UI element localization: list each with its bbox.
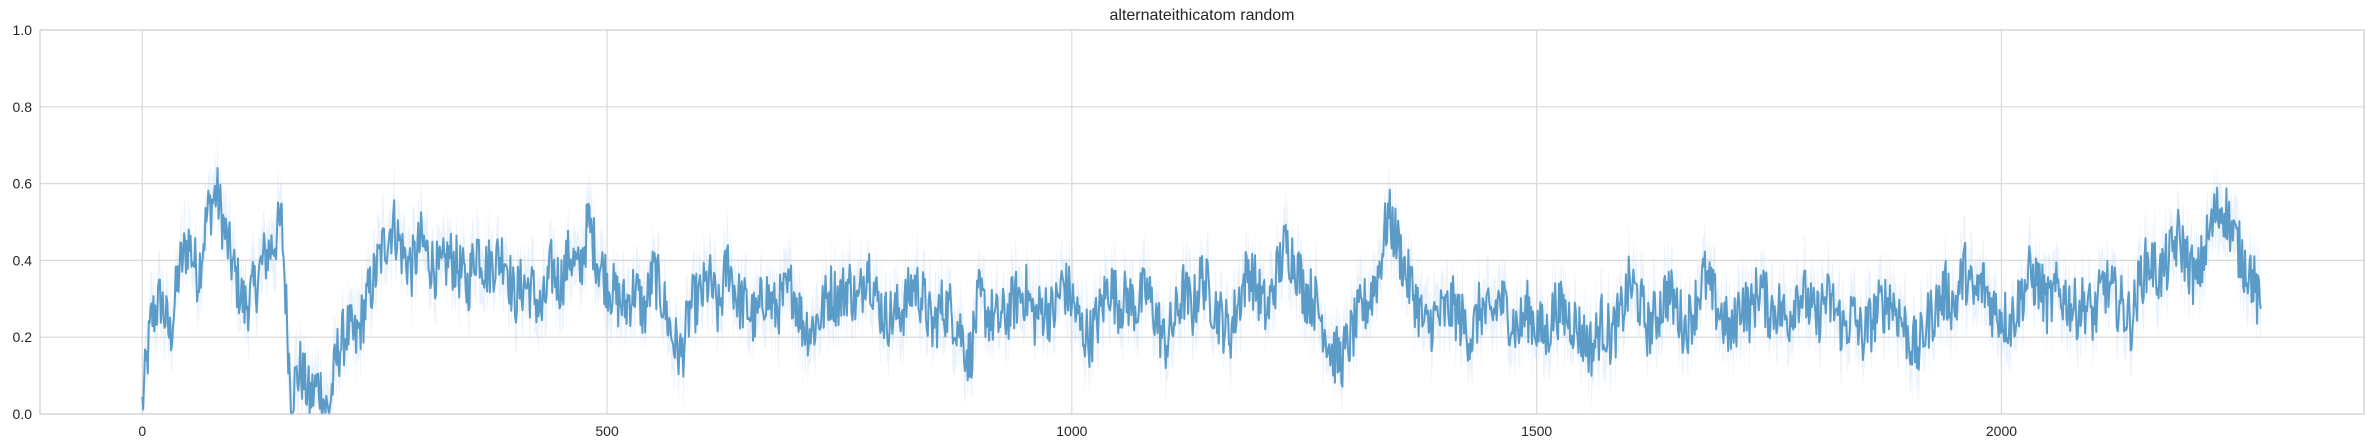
x-tick-label: 1500 bbox=[1521, 423, 1552, 439]
x-tick-label: 1000 bbox=[1056, 423, 1087, 439]
y-tick-label: 0.6 bbox=[13, 176, 33, 192]
chart-title: alternateithicatom random bbox=[1110, 7, 1295, 24]
x-tick-label: 2000 bbox=[1986, 423, 2017, 439]
x-tick-labels: 0 500 1000 1500 2000 bbox=[138, 423, 2017, 439]
plot-frame bbox=[39, 29, 2365, 415]
y-tick-label: 0.0 bbox=[13, 406, 33, 422]
x-tick-label: 500 bbox=[595, 423, 619, 439]
y-tick-label: 0.2 bbox=[13, 329, 33, 345]
y-tick-label: 0.8 bbox=[13, 99, 33, 115]
y-tick-label: 0.4 bbox=[13, 252, 33, 268]
series-line-layer bbox=[141, 167, 2262, 415]
series-line bbox=[141, 167, 2262, 415]
y-tick-labels: 0.0 0.2 0.4 0.6 0.8 1.0 bbox=[13, 22, 33, 422]
x-tick-label: 0 bbox=[138, 423, 146, 439]
y-tick-label: 1.0 bbox=[13, 22, 33, 38]
